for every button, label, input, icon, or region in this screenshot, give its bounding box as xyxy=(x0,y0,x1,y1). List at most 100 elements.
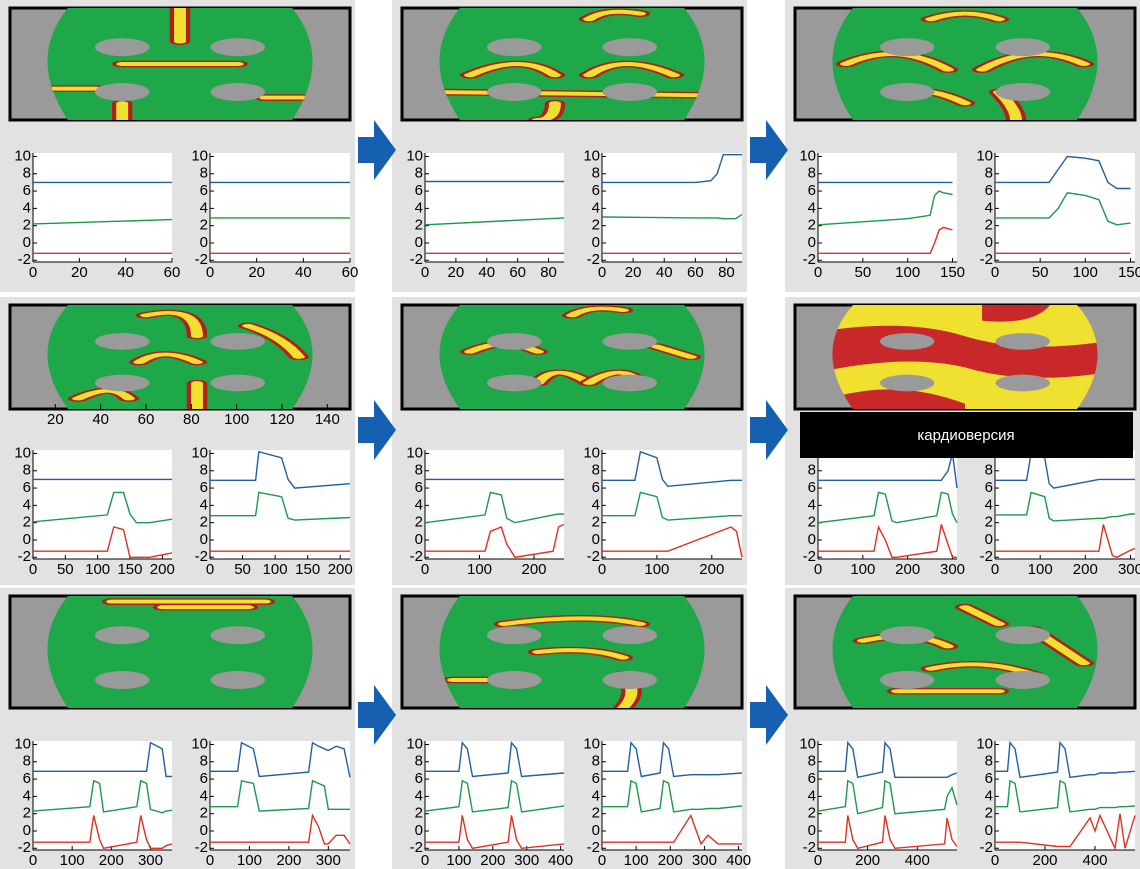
tissue xyxy=(439,596,704,708)
x-tick-label: 200 xyxy=(699,561,724,578)
vein-hole xyxy=(211,333,265,350)
x-tick-label: 150 xyxy=(1118,264,1140,281)
tissue-map xyxy=(832,8,1097,120)
x-tick-label: 0 xyxy=(814,561,822,578)
x-tick-label: 0 xyxy=(206,852,214,869)
vein-hole xyxy=(603,671,657,689)
overlay-label: кардиоверсия xyxy=(917,427,1014,444)
y-tick-label: 10 xyxy=(583,147,600,164)
y-tick-label: 6 xyxy=(985,770,993,787)
x-tick-label: 60 xyxy=(687,264,704,281)
x-tick-label: 200 xyxy=(522,561,547,578)
y-tick-label: 0 xyxy=(592,822,600,839)
x-tick-label: 100 xyxy=(237,852,262,869)
tissue-map xyxy=(439,305,704,409)
y-tick-label: 0 xyxy=(23,234,31,251)
y-tick-label: 4 xyxy=(592,496,600,513)
y-tick-label: 0 xyxy=(200,234,208,251)
arrow xyxy=(358,120,396,180)
y-tick-label: 6 xyxy=(592,770,600,787)
plot-area xyxy=(33,741,172,850)
y-tick-label: 4 xyxy=(985,496,993,513)
x-tick-label: 200 xyxy=(328,561,353,578)
y-tick-label: 4 xyxy=(23,199,31,216)
tissue xyxy=(832,596,1097,708)
x-tick-label: 100 xyxy=(467,561,492,578)
y-tick-label: 4 xyxy=(200,787,208,804)
figure: -202468100204060-202468100204060-2024681… xyxy=(0,0,1140,869)
y-tick-label: 4 xyxy=(200,199,208,216)
x-tick-label: 200 xyxy=(150,561,175,578)
y-tick-label: 2 xyxy=(200,514,208,531)
x-tick-label: 20 xyxy=(448,264,465,281)
x-tick-label: 150 xyxy=(940,264,965,281)
vein-hole xyxy=(996,333,1050,350)
y-tick-label: 2 xyxy=(592,217,600,234)
x-tick-label: 40 xyxy=(656,264,673,281)
x-tick-label: 0 xyxy=(598,264,606,281)
y-tick-label: 10 xyxy=(976,735,993,752)
y-tick-label: 4 xyxy=(985,199,993,216)
arrow xyxy=(750,120,788,180)
y-tick-label: 10 xyxy=(583,735,600,752)
y-tick-label: 8 xyxy=(200,165,208,182)
arrow xyxy=(358,400,396,460)
image-tick-label: 40 xyxy=(92,411,109,428)
x-tick-label: 200 xyxy=(276,852,301,869)
y-tick-label: 2 xyxy=(808,805,816,822)
vein-hole xyxy=(487,38,541,56)
x-tick-label: 300 xyxy=(692,852,717,869)
y-tick-label: 6 xyxy=(23,479,31,496)
y-tick-label: 2 xyxy=(415,514,423,531)
tissue xyxy=(47,596,312,708)
x-tick-label: 300 xyxy=(316,852,341,869)
y-tick-label: 4 xyxy=(415,787,423,804)
y-tick-label: 6 xyxy=(808,479,816,496)
plot-area xyxy=(818,153,957,262)
y-tick-label: 8 xyxy=(23,165,31,182)
y-tick-label: 10 xyxy=(191,147,208,164)
vein-hole xyxy=(996,671,1050,689)
x-tick-label: 80 xyxy=(718,264,735,281)
y-tick-label: 0 xyxy=(985,531,993,548)
y-tick-label: 2 xyxy=(592,805,600,822)
y-tick-label: 2 xyxy=(23,805,31,822)
x-tick-label: 0 xyxy=(991,561,999,578)
y-tick-label: 6 xyxy=(200,182,208,199)
vein-hole xyxy=(95,38,149,56)
y-tick-label: 10 xyxy=(14,444,31,461)
y-tick-label: 8 xyxy=(808,165,816,182)
vein-hole xyxy=(880,333,934,350)
y-tick-label: 2 xyxy=(808,514,816,531)
y-tick-label: 6 xyxy=(415,770,423,787)
y-tick-label: 4 xyxy=(23,787,31,804)
y-tick-label: 6 xyxy=(592,182,600,199)
y-tick-label: 0 xyxy=(592,531,600,548)
tissue-map xyxy=(436,8,708,120)
plot-area xyxy=(602,450,742,559)
plot-area xyxy=(818,741,957,850)
x-tick-label: 100 xyxy=(85,561,110,578)
plot-area xyxy=(210,450,350,559)
y-tick-label: 8 xyxy=(808,462,816,479)
y-tick-label: 4 xyxy=(23,496,31,513)
x-tick-label: 0 xyxy=(421,561,429,578)
x-tick-label: 0 xyxy=(421,264,429,281)
vein-hole xyxy=(487,83,541,101)
y-tick-label: 4 xyxy=(808,199,816,216)
y-tick-label: 10 xyxy=(406,735,423,752)
y-tick-label: 0 xyxy=(415,531,423,548)
vein-hole xyxy=(996,626,1050,644)
y-tick-label: 10 xyxy=(191,444,208,461)
y-tick-label: 6 xyxy=(415,182,423,199)
x-tick-label: 150 xyxy=(117,561,142,578)
y-tick-label: 10 xyxy=(406,147,423,164)
vein-hole xyxy=(487,626,541,644)
tissue xyxy=(439,305,704,409)
x-tick-label: 200 xyxy=(1073,561,1098,578)
vein-hole xyxy=(996,38,1050,56)
y-tick-label: 0 xyxy=(200,822,208,839)
y-tick-label: 6 xyxy=(592,479,600,496)
x-tick-label: 400 xyxy=(1082,852,1107,869)
x-tick-label: 300 xyxy=(138,852,163,869)
